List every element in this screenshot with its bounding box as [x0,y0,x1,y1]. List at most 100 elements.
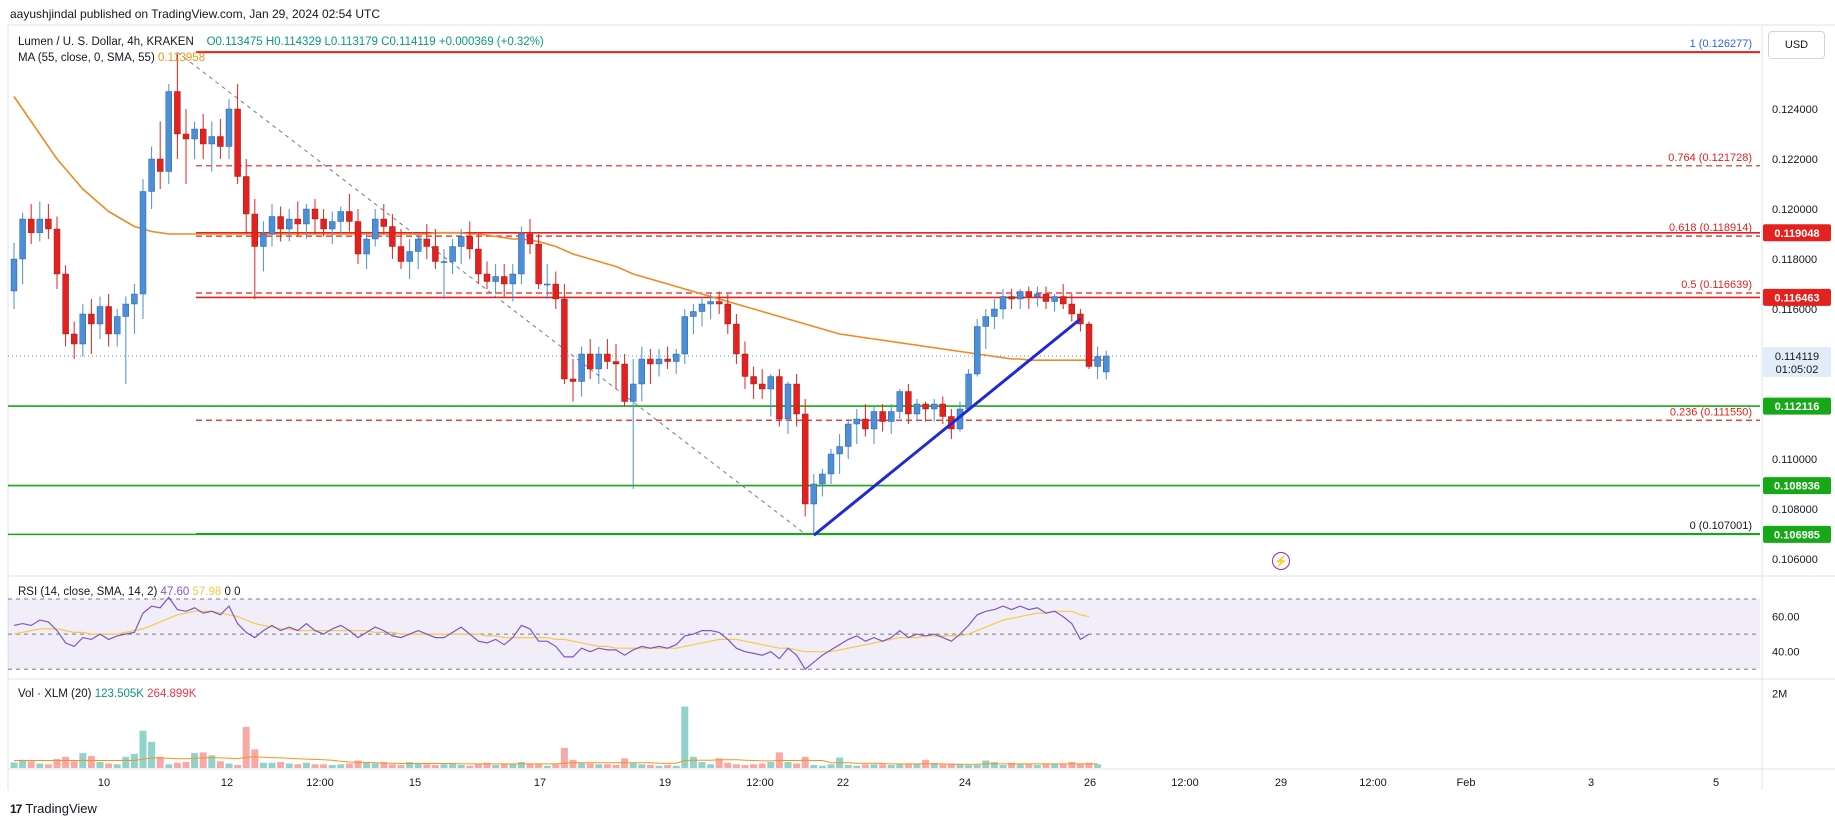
price-labels-layer: 0.119048 0.116463 0.112116 0.108936 0.106985… [1763,224,1831,543]
symbol-legend[interactable]: Lumen / U. S. Dollar, 4h, KRAKEN O0.1134… [18,36,544,48]
volume-bar [474,764,482,768]
volume-bar [715,758,723,768]
candle-body [569,378,577,382]
candle-body [776,376,783,420]
price-tick-label: 0.122000 [1772,154,1818,166]
candle-body [991,308,998,317]
volume-bar [672,765,680,768]
rsi-legend-ma-value: 57.98 [192,586,222,598]
grid-layer [7,24,1835,790]
volume-bar [406,762,414,768]
price-tick-label: 0.118000 [1772,254,1817,266]
candle-body [191,128,198,140]
candle-body [45,218,52,230]
candle-body [896,391,903,412]
volume-bar [492,765,500,768]
ma-legend[interactable]: MA (55, close, 0, SMA, 55) 0.113958 [18,52,205,64]
candle-body [268,216,276,235]
candle-body [1094,356,1101,367]
volume-bar [896,764,904,768]
volume-bar [165,764,173,768]
candle-body [165,91,173,172]
candle-body [1008,296,1015,300]
candle-body [1025,291,1033,297]
fib-diagonal-layer [177,51,806,535]
tradingview-brand[interactable]: 17 TradingView [10,801,97,816]
volume-bar [750,764,758,768]
candle-body [518,233,525,275]
candle-body [690,311,697,317]
candle-body [311,208,319,220]
line-price-label: 0.112116 [1775,401,1820,413]
volume-bar [122,756,130,768]
candle-body [1068,303,1076,315]
rsi-line [13,596,1090,671]
countdown-label: 01:05:02 [1776,364,1819,376]
candle-body [1102,355,1110,373]
volume-bar [139,730,147,768]
candle-body [638,358,645,385]
volume-bar [853,765,861,768]
candle-body [784,383,792,420]
lightning-icon[interactable]: ⚡ [1272,552,1290,570]
volume-bar [173,762,181,768]
time-tick-label: 29 [1275,777,1287,789]
volume-bar [827,764,835,768]
volume-layer [10,706,1102,768]
volume-legend[interactable]: Vol · XLM (20) 123.505K 264.899K [18,688,196,700]
candle-body [664,358,671,362]
volume-bar [552,764,560,768]
time-tick-label: 24 [959,777,971,789]
candle-body [286,218,293,230]
candle-body [466,236,473,250]
rsi-legend[interactable]: RSI (14, close, SMA, 14, 2) 47.60 57.98 … [18,586,241,598]
candle-body [698,303,706,312]
candle-body [113,316,121,335]
candle-body [759,383,766,390]
line-price-label-box [1763,525,1831,543]
line-price-label: 0.106985 [1774,529,1820,541]
time-tick-label: 17 [534,777,546,789]
volume-bar [302,762,310,768]
rsi-legend-label: RSI (14, close, SMA, 14, 2) [18,586,158,598]
fib-level-label: 0.236 (0.111550) [1670,406,1752,418]
candle-body [870,411,878,430]
time-tick-label: 5 [1713,777,1719,789]
candle-body [415,238,422,252]
volume-bar [535,764,543,768]
price-tick-label: 0.120000 [1772,204,1818,216]
line-price-label-box [1763,477,1831,495]
bullish-trendline[interactable] [812,317,1082,537]
volume-bar [62,756,70,768]
volume-bar [363,762,371,768]
candle-body [604,353,611,362]
volume-legend-value: 123.505K [94,688,144,700]
candle-body [79,313,87,345]
volume-bar [483,762,491,768]
symbol-title[interactable]: Lumen / U. S. Dollar, 4h, KRAKEN [18,36,194,48]
volume-bar [294,764,302,768]
candle-body [578,353,585,382]
volume-bar [1051,764,1059,768]
candle-body [535,243,542,285]
volume-bar [956,764,964,768]
candle-body [174,91,181,135]
candle-body [836,446,843,455]
candle-body [62,273,69,335]
candle-body [655,358,663,365]
volume-bar [500,764,508,768]
rsi-tick-label: 60.00 [1772,612,1800,624]
trendline-layer[interactable] [812,317,1082,537]
volume-bar [930,762,938,768]
candle-body [449,246,456,262]
candle-body [397,246,405,262]
volume-bar [1008,762,1016,768]
volume-legend-ma-value: 264.899K [147,688,197,700]
candle-body [320,218,327,230]
volume-bar [466,765,474,768]
currency-button[interactable]: USD [1768,31,1825,59]
ma-legend-value: 0.113958 [157,52,206,64]
volume-bar [388,764,396,768]
candles-layer [10,54,1110,534]
